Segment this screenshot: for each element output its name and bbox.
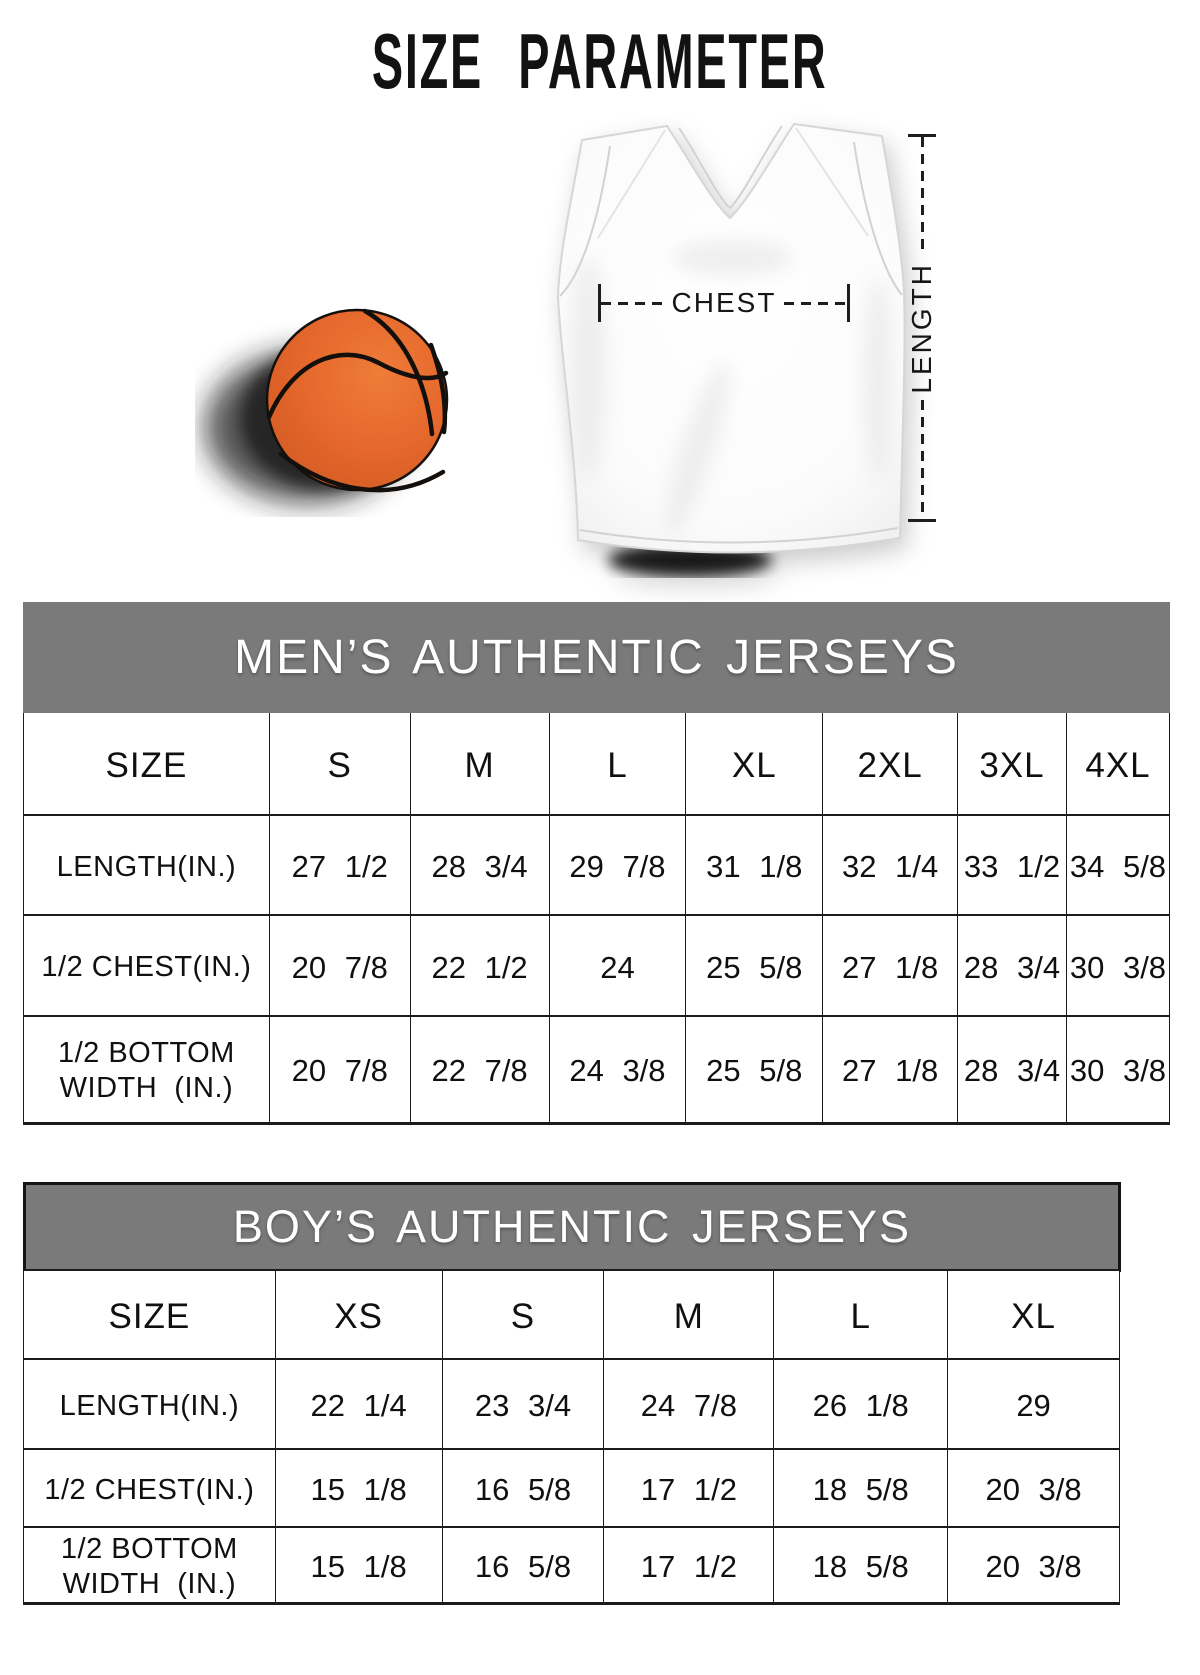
table-cell: 22 1/2 xyxy=(409,914,550,1016)
length-bottom-tick xyxy=(908,519,936,523)
table-cell: 22 1/4 xyxy=(274,1358,443,1449)
boys-section-title: BOY’S AUTHENTIC JERSEYS xyxy=(232,1201,912,1252)
chest-label: CHEST xyxy=(671,287,777,318)
table-cell: 29 xyxy=(947,1358,1120,1449)
table-cell: 15 1/8 xyxy=(274,1448,443,1527)
table-cell: 29 7/8 xyxy=(548,814,686,915)
table-cell: 28 3/4 xyxy=(957,914,1067,1016)
boys-section-band: BOY’S AUTHENTIC JERSEYS xyxy=(23,1182,1121,1272)
mens-size-s: S xyxy=(268,713,411,815)
table-cell: 25 5/8 xyxy=(685,1015,823,1123)
table-cell: 30 3/8 xyxy=(1065,1015,1170,1123)
mens-bottom-width-row: 1/2 BOTTOM WIDTH (IN.) 20 7/8 22 7/8 24 … xyxy=(23,1015,1170,1123)
length-dashed-line-top xyxy=(920,137,924,257)
chest-dashed-line-right xyxy=(784,301,847,305)
page-header: SIZE PARAMETER xyxy=(0,22,1200,100)
row-label-length: LENGTH(IN.) xyxy=(23,814,270,915)
table-cell: 27 1/2 xyxy=(268,814,411,915)
boys-size-xs: XS xyxy=(274,1270,443,1359)
jersey-seam-lines xyxy=(597,127,869,239)
table-cell: 22 7/8 xyxy=(409,1015,550,1123)
boys-chest-row: 1/2 CHEST(IN.) 15 1/8 16 5/8 17 1/2 18 5… xyxy=(23,1448,1120,1527)
table-cell: 20 7/8 xyxy=(268,914,411,1016)
table-cell: 23 3/4 xyxy=(441,1358,604,1449)
boys-size-table: SIZE XS S M L XL LENGTH(IN.) 22 1/4 23 3… xyxy=(23,1269,1120,1605)
chest-dashed-line-left xyxy=(601,301,664,305)
mens-size-3xl: 3XL xyxy=(957,713,1067,815)
mens-size-xl: XL xyxy=(685,713,823,815)
row-label-half-chest: 1/2 CHEST(IN.) xyxy=(23,914,270,1016)
boys-bottom-width-row: 1/2 BOTTOM WIDTH (IN.) 15 1/8 16 5/8 17 … xyxy=(23,1525,1120,1604)
boys-size-xl: XL xyxy=(947,1270,1120,1359)
row-label-half-bottom-width: 1/2 BOTTOM WIDTH (IN.) xyxy=(23,1015,270,1123)
row-label-length: LENGTH(IN.) xyxy=(23,1358,276,1449)
table-cell: 24 xyxy=(548,914,686,1016)
jersey-fold-shading xyxy=(570,240,892,534)
table-cell: 20 3/8 xyxy=(947,1525,1120,1604)
page-title: SIZE PARAMETER xyxy=(372,17,828,105)
length-dashed-line-bottom xyxy=(920,399,924,520)
table-cell: 20 7/8 xyxy=(268,1015,411,1123)
mens-size-header-row: SIZE S M L XL 2XL 3XL 4XL xyxy=(24,713,1170,815)
mens-size-l: L xyxy=(548,713,686,815)
table-cell: 24 7/8 xyxy=(603,1358,774,1449)
length-top-tick xyxy=(908,134,936,137)
length-measure-annotation: LENGTH xyxy=(906,134,938,523)
mens-size-4xl: 4XL xyxy=(1065,713,1170,815)
table-cell: 26 1/8 xyxy=(773,1358,948,1449)
table-cell: 16 5/8 xyxy=(441,1525,604,1604)
table-cell: 34 5/8 xyxy=(1065,814,1170,915)
table-cell: 17 1/2 xyxy=(603,1448,774,1527)
mens-length-row: LENGTH(IN.) 27 1/2 28 3/4 29 7/8 31 1/8 … xyxy=(23,814,1170,915)
mens-size-m: M xyxy=(409,713,550,815)
boys-size-header-row: SIZE XS S M L XL xyxy=(24,1270,1120,1359)
row-label-half-bottom-width: 1/2 BOTTOM WIDTH (IN.) xyxy=(23,1525,276,1604)
jersey-body xyxy=(556,122,906,554)
table-cell: 27 1/8 xyxy=(822,914,958,1016)
table-cell: 15 1/8 xyxy=(274,1525,443,1604)
mens-size-header: SIZE xyxy=(105,745,188,785)
table-cell: 20 3/8 xyxy=(947,1448,1120,1527)
table-cell: 28 3/4 xyxy=(957,1015,1067,1123)
jersey-trim-lines xyxy=(559,125,903,544)
table-cell: 17 1/2 xyxy=(603,1525,774,1604)
row-label-half-chest: 1/2 CHEST(IN.) xyxy=(23,1448,276,1527)
chest-right-tick xyxy=(847,284,850,322)
table-cell: 25 5/8 xyxy=(685,914,823,1016)
mens-chest-row: 1/2 CHEST(IN.) 20 7/8 22 1/2 24 25 5/8 2… xyxy=(23,914,1170,1016)
mens-section-band: MEN’S AUTHENTIC JERSEYS xyxy=(23,602,1170,713)
jersey-illustration xyxy=(556,122,906,577)
ball-seams xyxy=(266,308,449,493)
table-cell: 27 1/8 xyxy=(822,1015,958,1123)
table-cell: 28 3/4 xyxy=(409,814,550,915)
mens-size-2xl: 2XL xyxy=(822,713,958,815)
table-cell: 30 3/8 xyxy=(1065,914,1170,1016)
mens-size-table: SIZE S M L XL 2XL 3XL 4XL LENGTH(IN.) 27… xyxy=(23,713,1170,1125)
boys-length-row: LENGTH(IN.) 22 1/4 23 3/4 24 7/8 26 1/8 … xyxy=(23,1358,1120,1449)
chest-left-tick xyxy=(598,284,601,322)
table-cell: 16 5/8 xyxy=(441,1448,604,1527)
table-cell: 32 1/4 xyxy=(822,814,958,915)
table-cell: 33 1/2 xyxy=(957,814,1067,915)
boys-size-l: L xyxy=(773,1270,948,1359)
basketball-illustration xyxy=(205,308,449,503)
chest-measure-annotation: CHEST xyxy=(598,284,850,322)
length-label: LENGTH xyxy=(906,262,937,394)
boys-size-header: SIZE xyxy=(108,1296,191,1336)
table-cell: 18 5/8 xyxy=(773,1525,948,1604)
table-cell: 24 3/8 xyxy=(548,1015,686,1123)
table-cell: 31 1/8 xyxy=(685,814,823,915)
boys-size-s: S xyxy=(441,1270,604,1359)
mens-section-title: MEN’S AUTHENTIC JERSEYS xyxy=(234,631,959,684)
table-cell: 18 5/8 xyxy=(773,1448,948,1527)
boys-size-m: M xyxy=(603,1270,774,1359)
